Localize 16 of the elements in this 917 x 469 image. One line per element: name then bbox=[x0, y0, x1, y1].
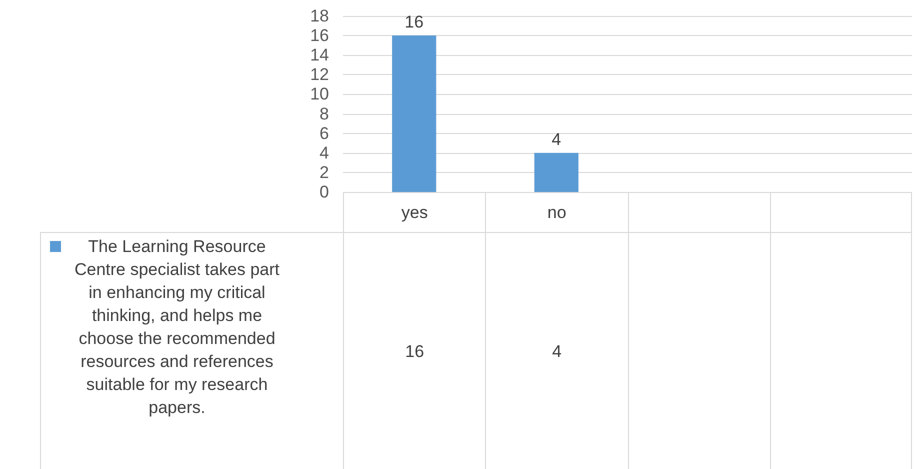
y-tick-label: 10 bbox=[310, 84, 329, 104]
y-tick-label: 12 bbox=[310, 65, 329, 84]
y-tick-label: 18 bbox=[310, 6, 329, 26]
y-tick-label: 4 bbox=[320, 143, 329, 162]
x-tick-label: yes bbox=[343, 192, 486, 232]
y-tick-label: 0 bbox=[320, 182, 329, 202]
y-tick-label: 16 bbox=[310, 26, 329, 46]
legend-label: The Learning Resource Centre specialist takes part in enhancing my critical thinking, and helps me choose the recommended resources and references suitable for my research papers. bbox=[73, 236, 281, 419]
y-tick-label: 2 bbox=[320, 162, 329, 182]
text: 4 bbox=[485, 232, 628, 469]
y-tick-label: 6 bbox=[320, 124, 329, 143]
x-tick-label: no bbox=[485, 192, 628, 232]
y-tick-label: 14 bbox=[310, 46, 329, 65]
data-label: 4 bbox=[552, 130, 562, 149]
y-tick-label: 8 bbox=[320, 104, 329, 124]
data-label: 16 bbox=[404, 12, 424, 32]
